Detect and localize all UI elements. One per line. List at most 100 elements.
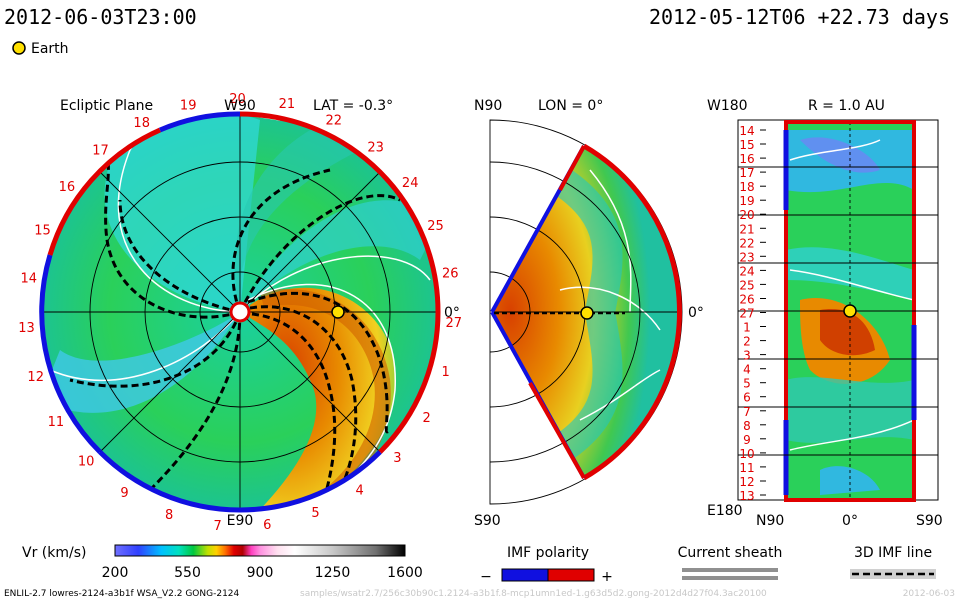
watermark-date: 2012-06-03: [903, 589, 955, 599]
ecliptic-tick-24: 24: [402, 176, 419, 191]
ecliptic-tick-9: 9: [120, 486, 128, 501]
imf-plus-label: +: [601, 569, 613, 585]
ecliptic-tick-26: 26: [442, 266, 459, 281]
current-sheath-title: Current sheath: [678, 545, 783, 561]
sheath-swatch-top: [682, 568, 778, 572]
rotation-tick-16: 16: [739, 152, 754, 166]
colorbar-tick-900: 900: [247, 565, 274, 581]
ecliptic-tick-11: 11: [48, 415, 65, 430]
ecliptic-tick-labels: 19 20 212223242526271234567891011121314151…: [18, 92, 462, 534]
model-footer: ENLIL-2.7 lowres-2124-a3b1f WSA_V2.2 GON…: [4, 589, 240, 599]
rotation-tick-9: 9: [743, 433, 751, 447]
rotation-tick-4: 4: [743, 363, 751, 377]
rotation-tick-18: 18: [739, 180, 754, 194]
earth-marker-ecliptic: [331, 305, 345, 319]
ecliptic-tick-27: 27: [446, 316, 463, 331]
imf-minus-label: −: [480, 569, 492, 585]
ecliptic-tick-17: 17: [92, 144, 109, 159]
ecliptic-tick-25: 25: [427, 219, 444, 234]
n90-label: N90: [474, 98, 502, 114]
sun-marker: [229, 301, 251, 323]
imf-negative-swatch: [501, 568, 549, 582]
ecliptic-tick-2: 2: [422, 411, 430, 426]
colorbar-title: Vr (km/s): [22, 545, 86, 561]
ecliptic-zero-label: 0°: [444, 305, 460, 321]
ecliptic-plane-panel: 19 20 212223242526271234567891011121314151…: [18, 92, 462, 534]
colorbar-tick-1250: 1250: [315, 565, 351, 581]
rotation-tick-7: 7: [743, 405, 751, 419]
rotation-tick-27: 27: [739, 307, 754, 321]
earth-legend-icon: [12, 41, 26, 55]
rotation-tick-22: 22: [739, 236, 754, 250]
rotation-tick-labels: 1415161718192021222324252627123456789101…: [739, 124, 766, 503]
colorbar-tick-550: 550: [174, 565, 201, 581]
rotation-tick-6: 6: [743, 391, 751, 405]
e180-label: E180: [707, 503, 743, 519]
imf-polarity-legend: IMF polarity − +: [480, 545, 613, 585]
earth-marker-longitude: [843, 304, 857, 318]
s90-label: S90: [474, 513, 501, 529]
rotation-tick-21: 21: [739, 222, 754, 236]
rotation-tick-2: 2: [743, 335, 751, 349]
ecliptic-tick-18: 18: [133, 116, 150, 131]
r-label: R = 1.0 AU: [808, 98, 885, 114]
ecliptic-tick-13: 13: [18, 321, 35, 336]
ecliptic-tick-5: 5: [311, 506, 319, 521]
ecliptic-tick-7: 7: [213, 519, 221, 534]
rotation-tick-1: 1: [743, 321, 751, 335]
ecliptic-tick-21: 21: [279, 97, 296, 112]
rotation-tick-15: 15: [739, 138, 754, 152]
rotation-tick-14: 14: [739, 124, 754, 138]
ecliptic-tick-4: 4: [356, 483, 364, 498]
ecliptic-tick-1: 1: [442, 365, 450, 380]
current-sheath-legend: Current sheath: [678, 545, 783, 580]
rotation-tick-12: 12: [739, 475, 754, 489]
earth-marker-meridional: [580, 306, 594, 320]
w180-label: W180: [707, 98, 748, 114]
n90-bottom-label: N90: [756, 513, 784, 529]
rotation-tick-11: 11: [739, 461, 754, 475]
left-timestamp: 2012-06-03T23:00: [4, 5, 197, 29]
meridional-plane-panel: N90 LON = 0° S90 0°: [474, 98, 704, 529]
lat-label: LAT = -0.3°: [313, 98, 393, 114]
rotation-tick-25: 25: [739, 278, 754, 292]
ecliptic-tick-12: 12: [27, 370, 44, 385]
ecliptic-title: Ecliptic Plane: [60, 98, 153, 114]
colorbar-tick-200: 200: [102, 565, 129, 581]
rotation-tick-23: 23: [739, 250, 754, 264]
rotation-tick-8: 8: [743, 419, 751, 433]
ecliptic-tick-6: 6: [263, 518, 271, 533]
rotation-tick-26: 26: [739, 293, 754, 307]
colorbar-tick-1600: 1600: [387, 565, 423, 581]
rotation-tick-10: 10: [739, 447, 754, 461]
imf-line-title: 3D IMF line: [854, 545, 932, 561]
ecliptic-tick-14: 14: [21, 271, 38, 286]
rotation-tick-17: 17: [739, 166, 754, 180]
ecliptic-tick-16: 16: [59, 180, 76, 195]
watermark-path: samples/wsatr2.7/256c30b90c1.2124-a3b1f.…: [300, 589, 767, 599]
ecliptic-tick-19: 19: [180, 98, 197, 113]
s90-bottom-label: S90: [916, 513, 943, 529]
velocity-colorbar: Vr (km/s) 200 550 900 1250 1600: [22, 544, 423, 581]
rotation-tick-19: 19: [739, 194, 754, 208]
earth-legend-label: Earth: [31, 41, 69, 57]
rotation-tick-20: 20: [739, 208, 754, 222]
rotation-tick-3: 3: [743, 349, 751, 363]
imf-line-swatch-bg: [850, 569, 936, 579]
imf-line-legend: 3D IMF line: [850, 545, 936, 579]
meridional-zero-label: 0°: [688, 305, 704, 321]
colorbar-gradient: [114, 544, 406, 557]
ecliptic-tick-22: 22: [326, 114, 343, 129]
e90-label: E90: [227, 513, 254, 529]
rotation-tick-24: 24: [739, 264, 754, 278]
w90-label: W90: [224, 98, 256, 114]
ecliptic-tick-8: 8: [165, 508, 173, 523]
zero-bottom-label: 0°: [842, 513, 858, 529]
ecliptic-tick-20: 20: [229, 92, 246, 107]
sheath-swatch-bottom: [682, 576, 778, 580]
ecliptic-tick-23: 23: [367, 141, 384, 156]
ecliptic-tick-15: 15: [34, 224, 51, 239]
imf-positive-swatch: [547, 568, 595, 582]
lon-label: LON = 0°: [538, 98, 603, 114]
